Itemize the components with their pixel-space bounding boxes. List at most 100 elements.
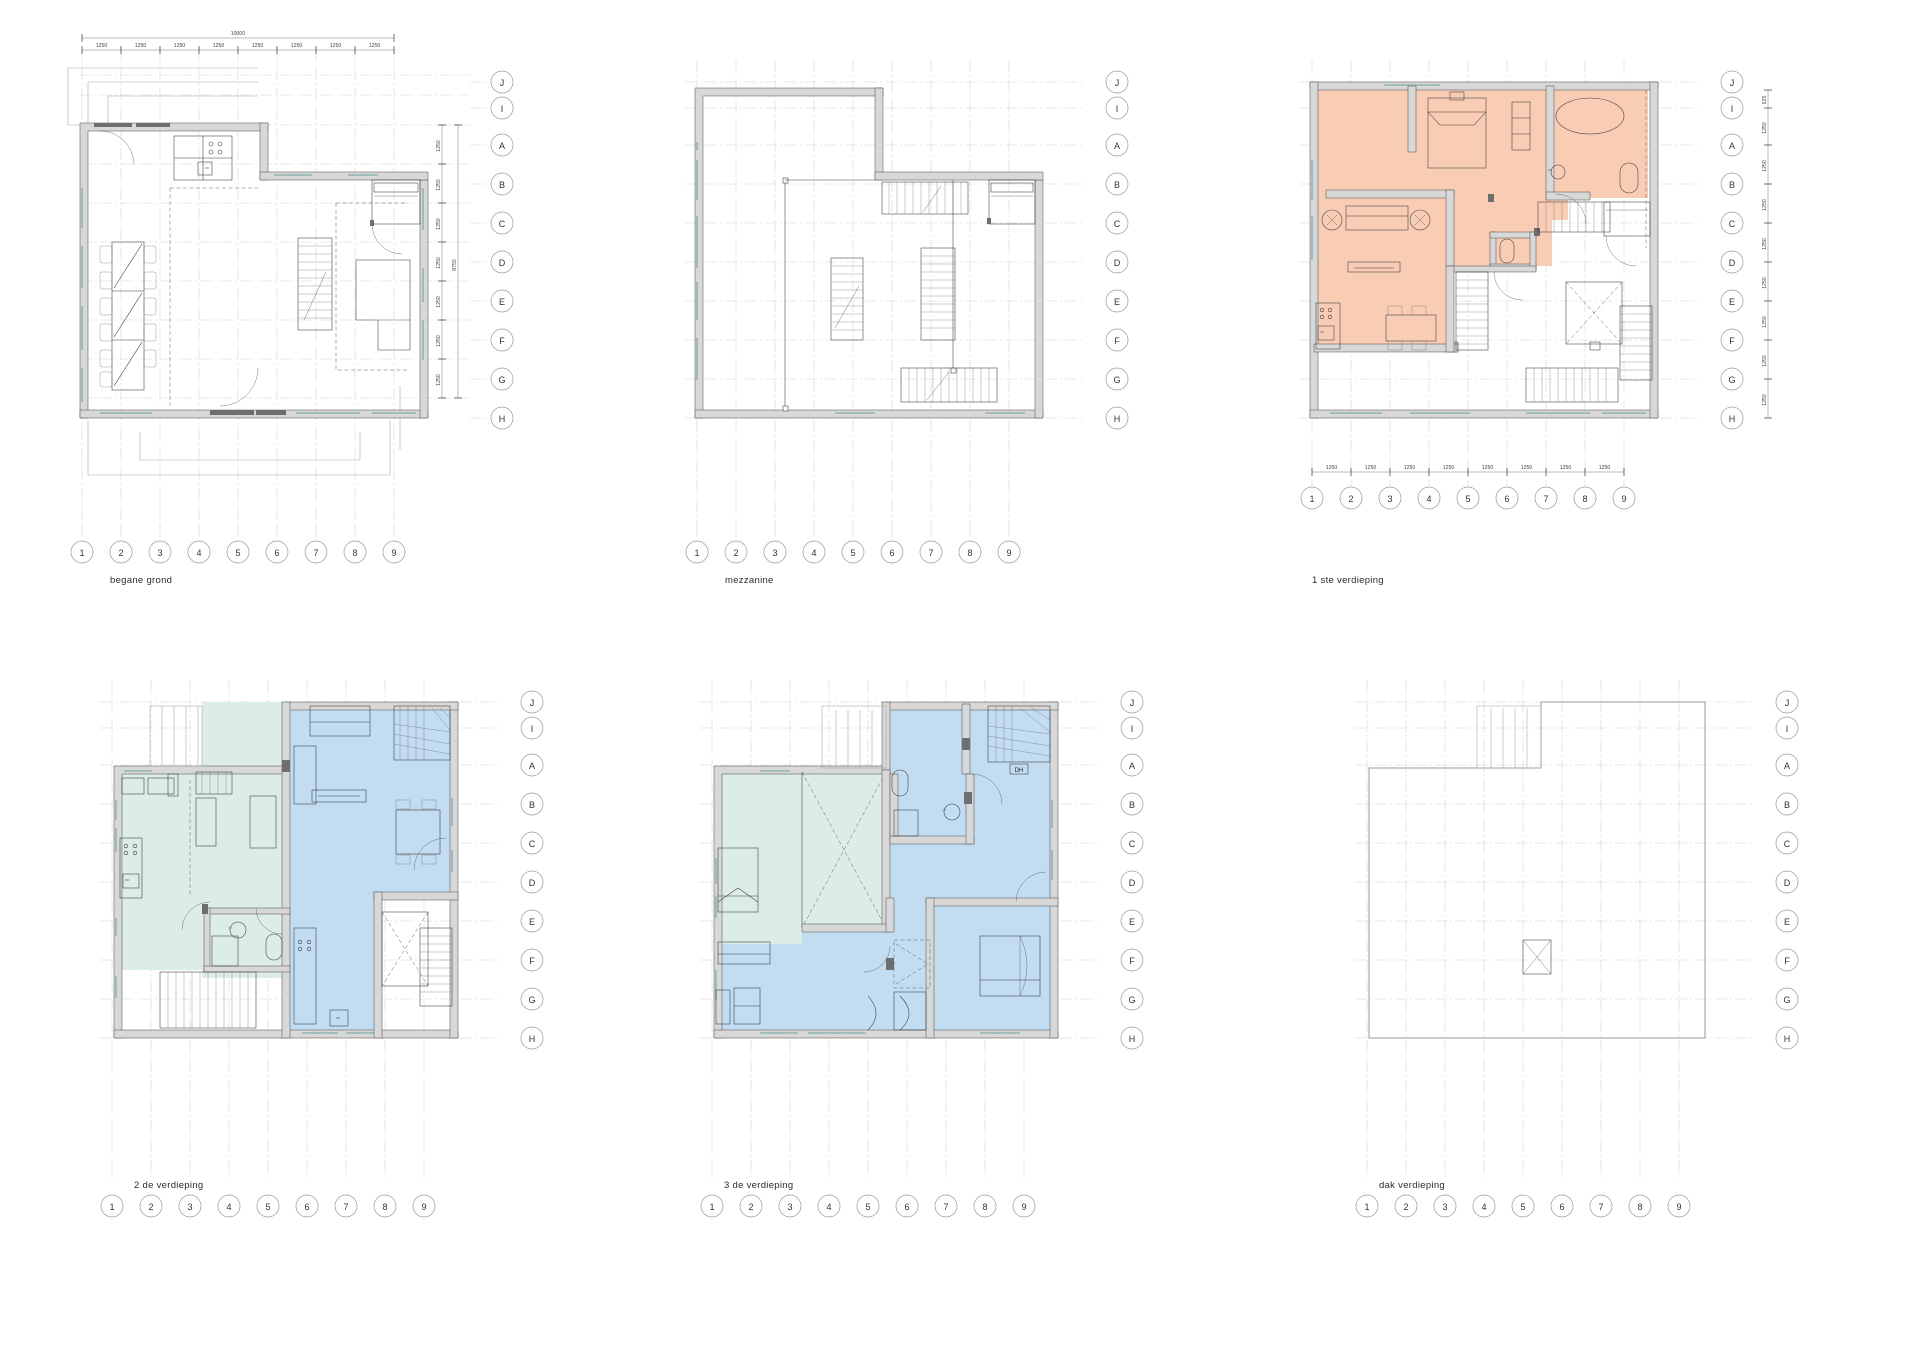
grid-letter-bubbles[interactable]: J I A B C D E F G H (1775, 690, 1799, 1050)
grid-label-B: B (1784, 800, 1790, 810)
grid-label-I: I (501, 104, 504, 114)
grid-label-1: 1 (79, 548, 84, 558)
grid-label-A: A (1729, 141, 1735, 151)
grid-label-J: J (530, 698, 535, 708)
grid-label-D: D (1784, 878, 1791, 888)
grid-label-5: 5 (865, 1202, 870, 1212)
grid-label-2: 2 (118, 548, 123, 558)
dining-table-long (99, 241, 157, 391)
grid-label-2: 2 (1403, 1202, 1408, 1212)
grid-label-I: I (1731, 104, 1734, 114)
grid-label-6: 6 (1504, 494, 1509, 504)
grid-label-3: 3 (1442, 1202, 1447, 1212)
furniture-2-blue (293, 705, 441, 1027)
grid-number-bubbles[interactable]: 1 2 3 4 5 6 7 8 9 (1355, 1194, 1691, 1218)
door-swings-3 (863, 871, 1047, 973)
grid-label-G: G (528, 995, 535, 1005)
grid-number-bubbles[interactable]: 1 2 3 4 5 6 7 8 9 (700, 1194, 1036, 1218)
door-swings (99, 130, 259, 407)
grid-label-8: 8 (1637, 1202, 1642, 1212)
grid-label-F: F (1729, 336, 1735, 346)
grid-label-G: G (1728, 375, 1735, 385)
dim-bay: 1250 (330, 43, 342, 49)
bed-3 (979, 935, 1041, 997)
grid-letter-bubbles[interactable]: J I A B C D E F G H (520, 690, 544, 1050)
grid-label-9: 9 (1006, 548, 1011, 558)
grid-label-8: 8 (982, 1202, 987, 1212)
grid-label-C: C (529, 839, 536, 849)
dim-bay-v: 1250 (1762, 199, 1768, 211)
grid-label-G: G (1783, 995, 1790, 1005)
grid-letter-bubbles[interactable]: J I A B C D E F G H (1720, 70, 1744, 430)
grid-label-A: A (1114, 141, 1120, 151)
grid-label-7: 7 (343, 1202, 348, 1212)
grid-label-I: I (1131, 724, 1134, 734)
grid-label-F: F (499, 336, 505, 346)
grid-label-1: 1 (694, 548, 699, 558)
dim-bay-v: 1250 (1762, 122, 1768, 134)
grid-label-E: E (529, 917, 535, 927)
apartment-tint-pink (1314, 86, 1648, 350)
dim-overall-horizontal: 10000 (231, 31, 246, 37)
plan-3de-verdieping[interactable]: DH J I A B C D E F G (690, 640, 1250, 1240)
dim-bay: 1250 (1521, 465, 1533, 471)
grid-label-9: 9 (391, 548, 396, 558)
grid-label-H: H (1729, 414, 1736, 424)
bathroom-1 (1511, 97, 1639, 225)
furniture-2-left (189, 771, 277, 896)
bathroom-3 (891, 769, 1003, 837)
sliding-door-3 (893, 939, 931, 989)
dim-bay: 1250 (1404, 465, 1416, 471)
plan-mezzanine[interactable]: J I A B C D E F G H 1 2 (675, 20, 1235, 586)
grid-label-3: 3 (772, 548, 777, 558)
grid-number-bubbles[interactable]: 1 2 3 4 5 6 7 8 9 (100, 1194, 436, 1218)
sofa (355, 259, 411, 351)
grid-label-5: 5 (265, 1202, 270, 1212)
grid-label-E: E (499, 297, 505, 307)
grid-letter-bubbles[interactable]: J I A B C D E F G H (1105, 70, 1129, 430)
grid-label-3: 3 (787, 1202, 792, 1212)
grid-label-4: 4 (196, 548, 201, 558)
plan-dak-verdieping[interactable]: J I A B C D E F G H 1 2 3 4 5 6 7 8 9 (1345, 640, 1905, 1240)
grid-label-E: E (1129, 917, 1135, 927)
grid-number-bubbles[interactable]: 1 2 3 4 5 6 7 8 9 (1300, 486, 1636, 510)
grid-label-7: 7 (1598, 1202, 1603, 1212)
dim-bay: 1250 (1326, 465, 1338, 471)
grid-label-D: D (529, 878, 536, 888)
grid-label-B: B (1114, 180, 1120, 190)
grid-label-H: H (529, 1034, 536, 1044)
bed-3-mint (717, 847, 759, 913)
stair-2-bottom-left (159, 971, 257, 1029)
grid-label-4: 4 (1426, 494, 1431, 504)
lift-shaft-2 (381, 911, 429, 987)
plan-begane-grond[interactable]: 10000 1250 1250 1250 1250 1250 1250 1250… (60, 20, 620, 586)
grid-label-I: I (1116, 104, 1119, 114)
grid-label-C: C (1114, 219, 1121, 229)
grid-label-D: D (499, 258, 506, 268)
entry-door-1 (1603, 201, 1651, 267)
grid-number-bubbles[interactable]: 1 2 3 4 5 6 7 8 9 (70, 525, 406, 564)
plan-3de-verdieping-drawing: DH J I A B C D E F G (700, 680, 1144, 1218)
grid-label-H: H (1784, 1034, 1791, 1044)
dimension-string-right: 1250 1250 1250 1250 1250 1250 1250 8750 (436, 124, 462, 399)
grid-label-B: B (499, 180, 505, 190)
grid-label-6: 6 (304, 1202, 309, 1212)
terrace-screen-3 (821, 705, 887, 769)
grid-label-F: F (529, 956, 535, 966)
toilet-1 (1493, 238, 1523, 301)
lift-shaft-1 (1565, 281, 1623, 351)
grid-number-bubbles[interactable]: 1 2 3 4 5 6 7 8 9 (685, 525, 1021, 564)
plan-1ste-verdieping[interactable]: 625 1250 1250 1250 1250 1250 1250 1250 1… (1290, 20, 1890, 586)
grid-letter-bubbles[interactable]: J I A B C D E F G H (470, 70, 514, 430)
grid-label-C: C (1129, 839, 1136, 849)
dim-bay: 1250 (96, 43, 108, 49)
grid-label-J: J (1730, 78, 1735, 88)
grid-letter-bubbles[interactable]: J I A B C D E F G H (1120, 690, 1144, 1050)
plan-2de-verdieping[interactable]: J I A B C D E F G H 1 2 3 4 5 6 7 8 9 (90, 640, 650, 1240)
dim-bay-v: 1250 (436, 374, 442, 386)
dimension-string-bottom-1: 1250 1250 1250 1250 1250 1250 1250 1250 (1311, 465, 1625, 476)
structural-grid (1355, 680, 1755, 1180)
plan-2de-verdieping-drawing: J I A B C D E F G H 1 2 3 4 5 6 7 8 9 (100, 680, 544, 1218)
grid-label-A: A (1784, 761, 1790, 771)
structural-grid (80, 48, 470, 525)
